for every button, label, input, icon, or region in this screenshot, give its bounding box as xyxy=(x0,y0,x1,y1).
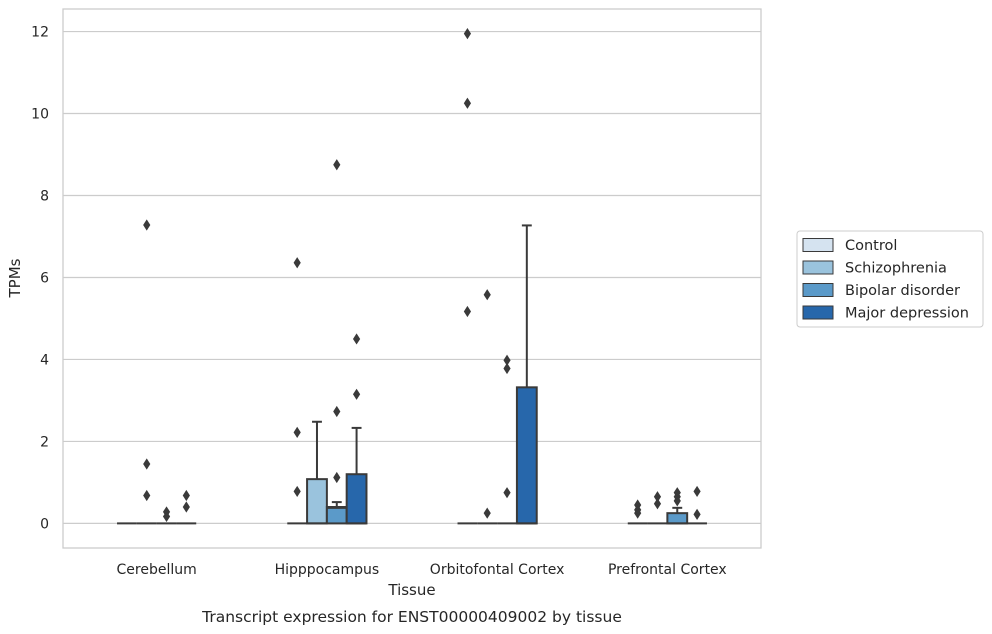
outlier-point xyxy=(463,27,472,40)
box-groups xyxy=(117,224,707,525)
outlier-point xyxy=(333,405,341,418)
outlier-point xyxy=(162,506,171,518)
legend-label: Control xyxy=(845,238,897,254)
legend-label: Schizophrenia xyxy=(845,261,947,277)
y-tick-label: 0 xyxy=(40,516,49,532)
y-tick-label: 4 xyxy=(40,352,49,368)
legend-label: Major depression xyxy=(845,306,969,322)
legend-swatch xyxy=(802,305,834,320)
box xyxy=(325,506,348,525)
box-group xyxy=(325,501,348,525)
legend-label: Bipolar disorder xyxy=(845,283,960,299)
y-tick-label: 2 xyxy=(40,434,49,450)
gridlines xyxy=(63,30,761,525)
outlier-point xyxy=(182,501,190,513)
outlier-point xyxy=(503,362,511,375)
outlier-point xyxy=(333,471,341,484)
outlier-point xyxy=(483,289,491,301)
legend-swatch xyxy=(802,238,834,252)
box-group xyxy=(666,506,689,525)
outlier-point xyxy=(693,508,701,520)
legend-swatch xyxy=(802,283,834,297)
box xyxy=(345,473,368,525)
y-tick-label: 6 xyxy=(40,270,49,286)
y-tick-label: 10 xyxy=(31,107,49,123)
box-group xyxy=(345,426,368,525)
outlier-point xyxy=(503,354,511,366)
outlier-point xyxy=(352,388,361,400)
outlier-point xyxy=(182,489,190,502)
outlier-point xyxy=(333,159,341,171)
x-tick-label: Hipppocampus xyxy=(275,562,380,578)
outlier-point xyxy=(143,219,151,231)
box-group xyxy=(515,224,538,525)
outlier-point xyxy=(653,491,662,503)
y-axis-title: TPMs xyxy=(6,258,24,298)
y-tick-label: 8 xyxy=(40,188,49,204)
outlier-point xyxy=(693,485,701,498)
box xyxy=(666,512,689,525)
box xyxy=(515,386,538,525)
x-tick-label: Prefrontal Cortex xyxy=(608,562,727,578)
outlier-point xyxy=(293,257,301,269)
outlier-point xyxy=(293,485,301,498)
x-tick-labels: Cerebellum Hipppocampus Orbitofontal Corte… xyxy=(117,562,727,578)
x-tick-label: Orbitofontal Cortex xyxy=(430,562,565,578)
box xyxy=(306,478,328,525)
outlier-point xyxy=(634,499,642,511)
box-group xyxy=(306,420,328,525)
y-tick-label: 12 xyxy=(31,25,49,41)
x-axis-title: Tissue xyxy=(387,581,435,599)
legend: Control Schizophrenia Bipolar disorder Majo… xyxy=(796,230,984,328)
outlier-point xyxy=(463,97,472,109)
outlier-point xyxy=(483,507,491,519)
outlier-point xyxy=(143,458,151,470)
outlier-point xyxy=(653,498,662,510)
x-tick-label: Cerebellum xyxy=(117,562,197,578)
outlier-points xyxy=(143,27,701,523)
outlier-point xyxy=(293,426,301,439)
outlier-point xyxy=(463,305,472,318)
y-tick-labels: 0 2 4 6 8 10 12 xyxy=(31,25,49,533)
outlier-point xyxy=(352,333,361,345)
outlier-point xyxy=(503,487,511,499)
outlier-point xyxy=(143,489,151,502)
chart-caption: Transcript expression for ENST0000040900… xyxy=(201,608,622,626)
legend-swatch xyxy=(802,260,834,275)
plot-frame xyxy=(62,8,762,549)
outlier-point xyxy=(673,487,681,499)
legend-frame xyxy=(796,230,984,328)
